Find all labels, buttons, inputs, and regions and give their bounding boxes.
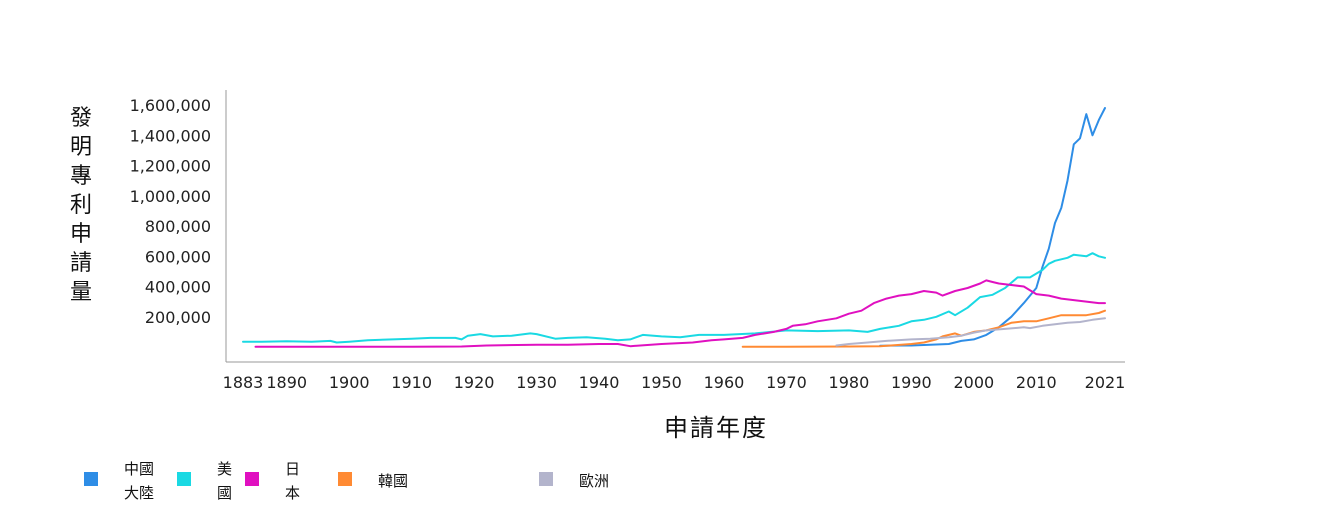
y-tick-label: 1,600,000 — [130, 96, 211, 115]
x-tick-label: 1980 — [829, 373, 870, 392]
x-tick-label: 1950 — [641, 373, 682, 392]
legend-swatch — [177, 472, 191, 486]
legend-swatch — [245, 472, 259, 486]
chart-legend: 中國大陸 美國 日本 韓國 歐洲 — [84, 460, 609, 502]
series-line — [743, 311, 1105, 347]
y-axis-title-char: 利 — [70, 193, 92, 218]
legend-swatch — [84, 472, 98, 486]
y-axis-label: 發明專利申請量 — [70, 106, 92, 305]
x-tick-label: 1970 — [766, 373, 807, 392]
x-axis-label: 申請年度 — [664, 414, 768, 442]
x-tick-label: 1930 — [516, 373, 557, 392]
x-tick-label: 1890 — [266, 373, 307, 392]
legend-label: 美 — [217, 460, 232, 478]
y-tick-label: 400,000 — [145, 278, 211, 297]
y-axis-title-char: 明 — [70, 135, 92, 160]
y-axis-title-char: 專 — [70, 164, 92, 189]
x-tick-label: 1920 — [454, 373, 495, 392]
series-lines — [243, 108, 1105, 347]
y-tick-label: 1,200,000 — [130, 157, 211, 176]
y-axis-title-char: 請 — [70, 251, 92, 276]
series-line — [243, 253, 1105, 342]
x-tick-label: 1910 — [391, 373, 432, 392]
y-axis-title-char: 發 — [70, 106, 92, 131]
y-tick-labels: 200,000 400,000 600,000 800,000 1,000,000 1,2… — [130, 96, 211, 327]
x-tick-label: 2021 — [1085, 373, 1126, 392]
legend-label: 國 — [217, 484, 232, 502]
x-tick-label: 1883 — [223, 373, 264, 392]
x-tick-label: 1940 — [579, 373, 620, 392]
y-tick-label: 800,000 — [145, 217, 211, 236]
chart-axes — [226, 90, 1125, 362]
legend-label: 大陸 — [124, 484, 154, 502]
x-tick-label: 1900 — [329, 373, 370, 392]
legend-swatch — [539, 472, 553, 486]
y-axis-title-char: 量 — [70, 280, 92, 305]
legend-label: 日 — [285, 460, 300, 478]
x-tick-label: 2000 — [953, 373, 994, 392]
x-axis-title: 申請年度 — [664, 414, 768, 442]
legend-label: 歐洲 — [579, 472, 609, 490]
y-tick-label: 200,000 — [145, 308, 211, 327]
x-tick-label: 1990 — [891, 373, 932, 392]
x-tick-labels: 18831890 1900 1910 1920 1930 1940 1950 1960 1970… — [223, 373, 1126, 392]
y-tick-label: 1,000,000 — [130, 187, 211, 206]
x-tick-label: 1960 — [704, 373, 745, 392]
legend-swatch — [338, 472, 352, 486]
y-tick-label: 600,000 — [145, 247, 211, 266]
y-tick-label: 1,400,000 — [130, 126, 211, 145]
legend-label: 中國 — [124, 460, 154, 478]
legend-label: 本 — [285, 484, 300, 502]
x-tick-label: 2010 — [1016, 373, 1057, 392]
y-axis-title-char: 申 — [70, 222, 92, 247]
series-line — [880, 108, 1105, 346]
legend-label: 韓國 — [378, 472, 408, 490]
